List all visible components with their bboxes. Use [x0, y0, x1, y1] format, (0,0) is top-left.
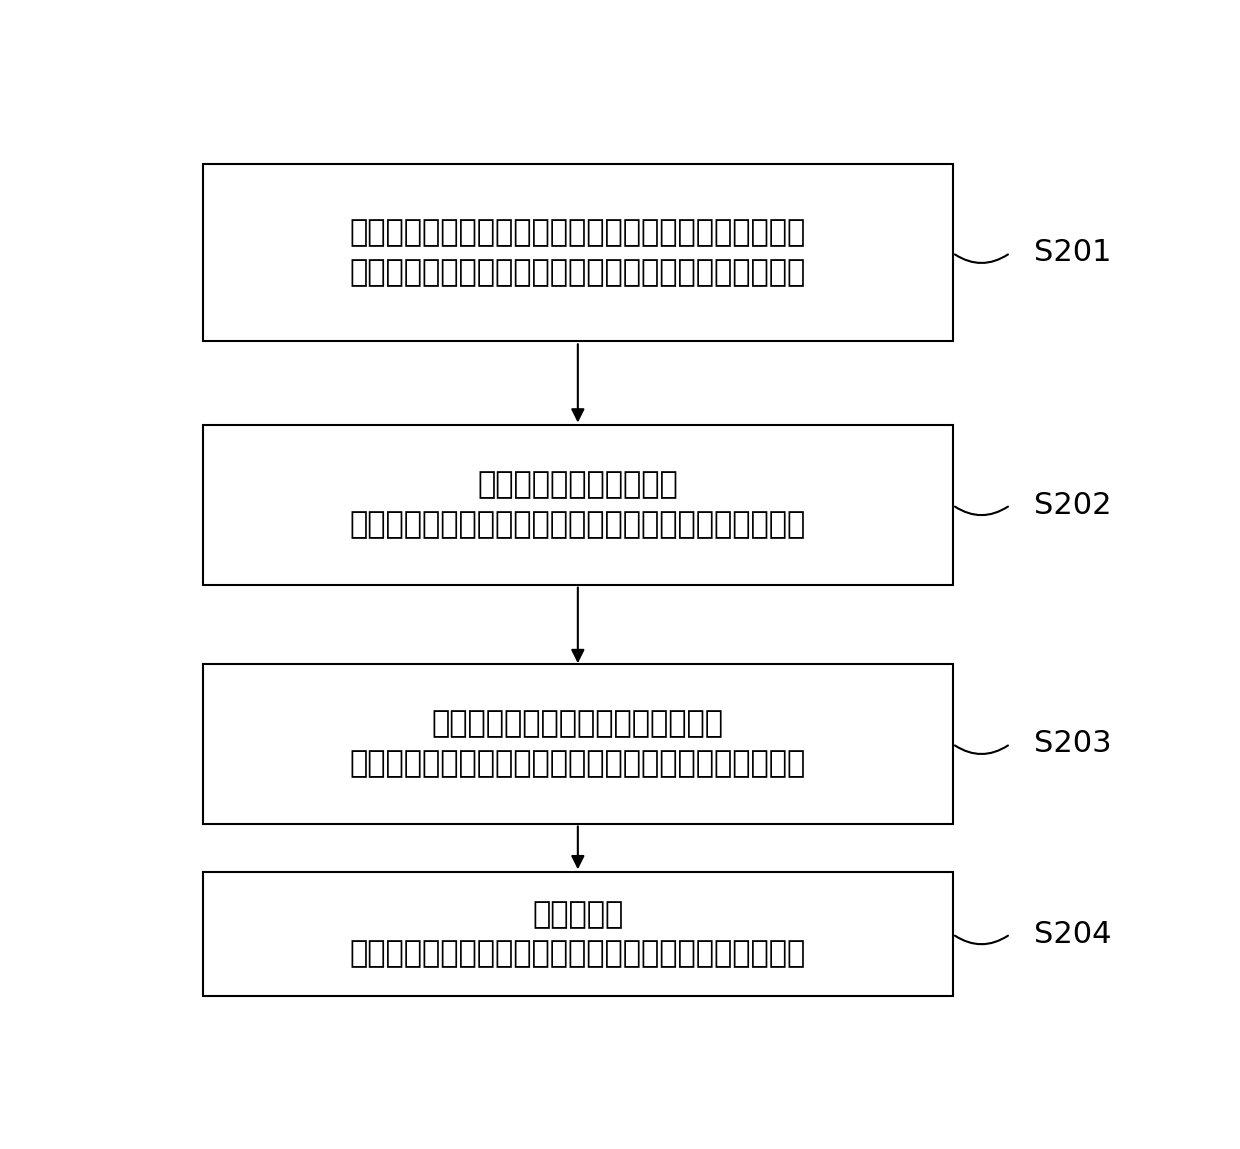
- Bar: [203, 664, 952, 824]
- Text: 将所述下一组间索引或所述下一组间索引和组内索引发送: 将所述下一组间索引或所述下一组间索引和组内索引发送: [350, 940, 806, 969]
- Text: 应的组间位置发送所述同步信号块组: 应的组间位置发送所述同步信号块组: [432, 710, 724, 739]
- Bar: [203, 164, 952, 341]
- Text: S202: S202: [1034, 491, 1112, 519]
- Text: S204: S204: [1034, 919, 1112, 949]
- Text: 组之前，进行发送前监听: 组之前，进行发送前监听: [477, 471, 678, 500]
- Text: 引的下一组间索引对应的组间位置发送所述同步信号块组: 引的下一组间索引对应的组间位置发送所述同步信号块组: [350, 218, 806, 247]
- Text: 如果监听到信道处于空闲状态，则在所述下一组间索引对: 如果监听到信道处于空闲状态，则在所述下一组间索引对: [350, 749, 806, 778]
- Text: S201: S201: [1034, 238, 1112, 268]
- Text: 如果监听到信道处于忙碌状态，则确定在所述第一组间索: 如果监听到信道处于忙碌状态，则确定在所述第一组间索: [350, 259, 806, 287]
- Text: 至用户设备: 至用户设备: [532, 900, 624, 928]
- Bar: [203, 425, 952, 585]
- Text: 在所述下一组间索引对应的组间位置发送所述同步信号块: 在所述下一组间索引对应的组间位置发送所述同步信号块: [350, 510, 806, 539]
- Text: S203: S203: [1034, 730, 1112, 758]
- Bar: [203, 872, 952, 996]
